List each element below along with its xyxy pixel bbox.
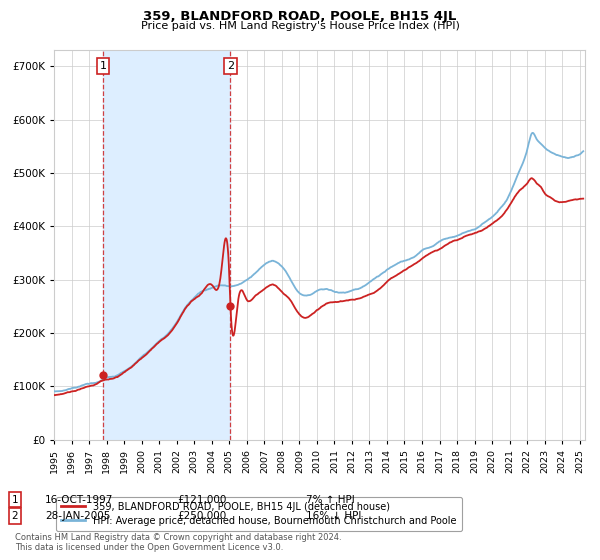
- Text: 28-JAN-2005: 28-JAN-2005: [45, 511, 110, 521]
- Legend: 359, BLANDFORD ROAD, POOLE, BH15 4JL (detached house), HPI: Average price, detac: 359, BLANDFORD ROAD, POOLE, BH15 4JL (de…: [56, 497, 461, 531]
- Text: 16-OCT-1997: 16-OCT-1997: [45, 494, 113, 505]
- Text: Price paid vs. HM Land Registry's House Price Index (HPI): Price paid vs. HM Land Registry's House …: [140, 21, 460, 31]
- Text: 16% ↓ HPI: 16% ↓ HPI: [306, 511, 361, 521]
- Text: 1: 1: [100, 61, 106, 71]
- Text: 1: 1: [11, 494, 19, 505]
- Text: £121,000: £121,000: [177, 494, 226, 505]
- Bar: [103, 50, 230, 440]
- Text: 7% ↑ HPI: 7% ↑ HPI: [306, 494, 355, 505]
- Text: £250,000: £250,000: [177, 511, 226, 521]
- Text: This data is licensed under the Open Government Licence v3.0.: This data is licensed under the Open Gov…: [15, 543, 283, 552]
- Text: Contains HM Land Registry data © Crown copyright and database right 2024.: Contains HM Land Registry data © Crown c…: [15, 533, 341, 542]
- Text: 2: 2: [227, 61, 234, 71]
- Text: 359, BLANDFORD ROAD, POOLE, BH15 4JL: 359, BLANDFORD ROAD, POOLE, BH15 4JL: [143, 10, 457, 23]
- Text: 2: 2: [11, 511, 19, 521]
